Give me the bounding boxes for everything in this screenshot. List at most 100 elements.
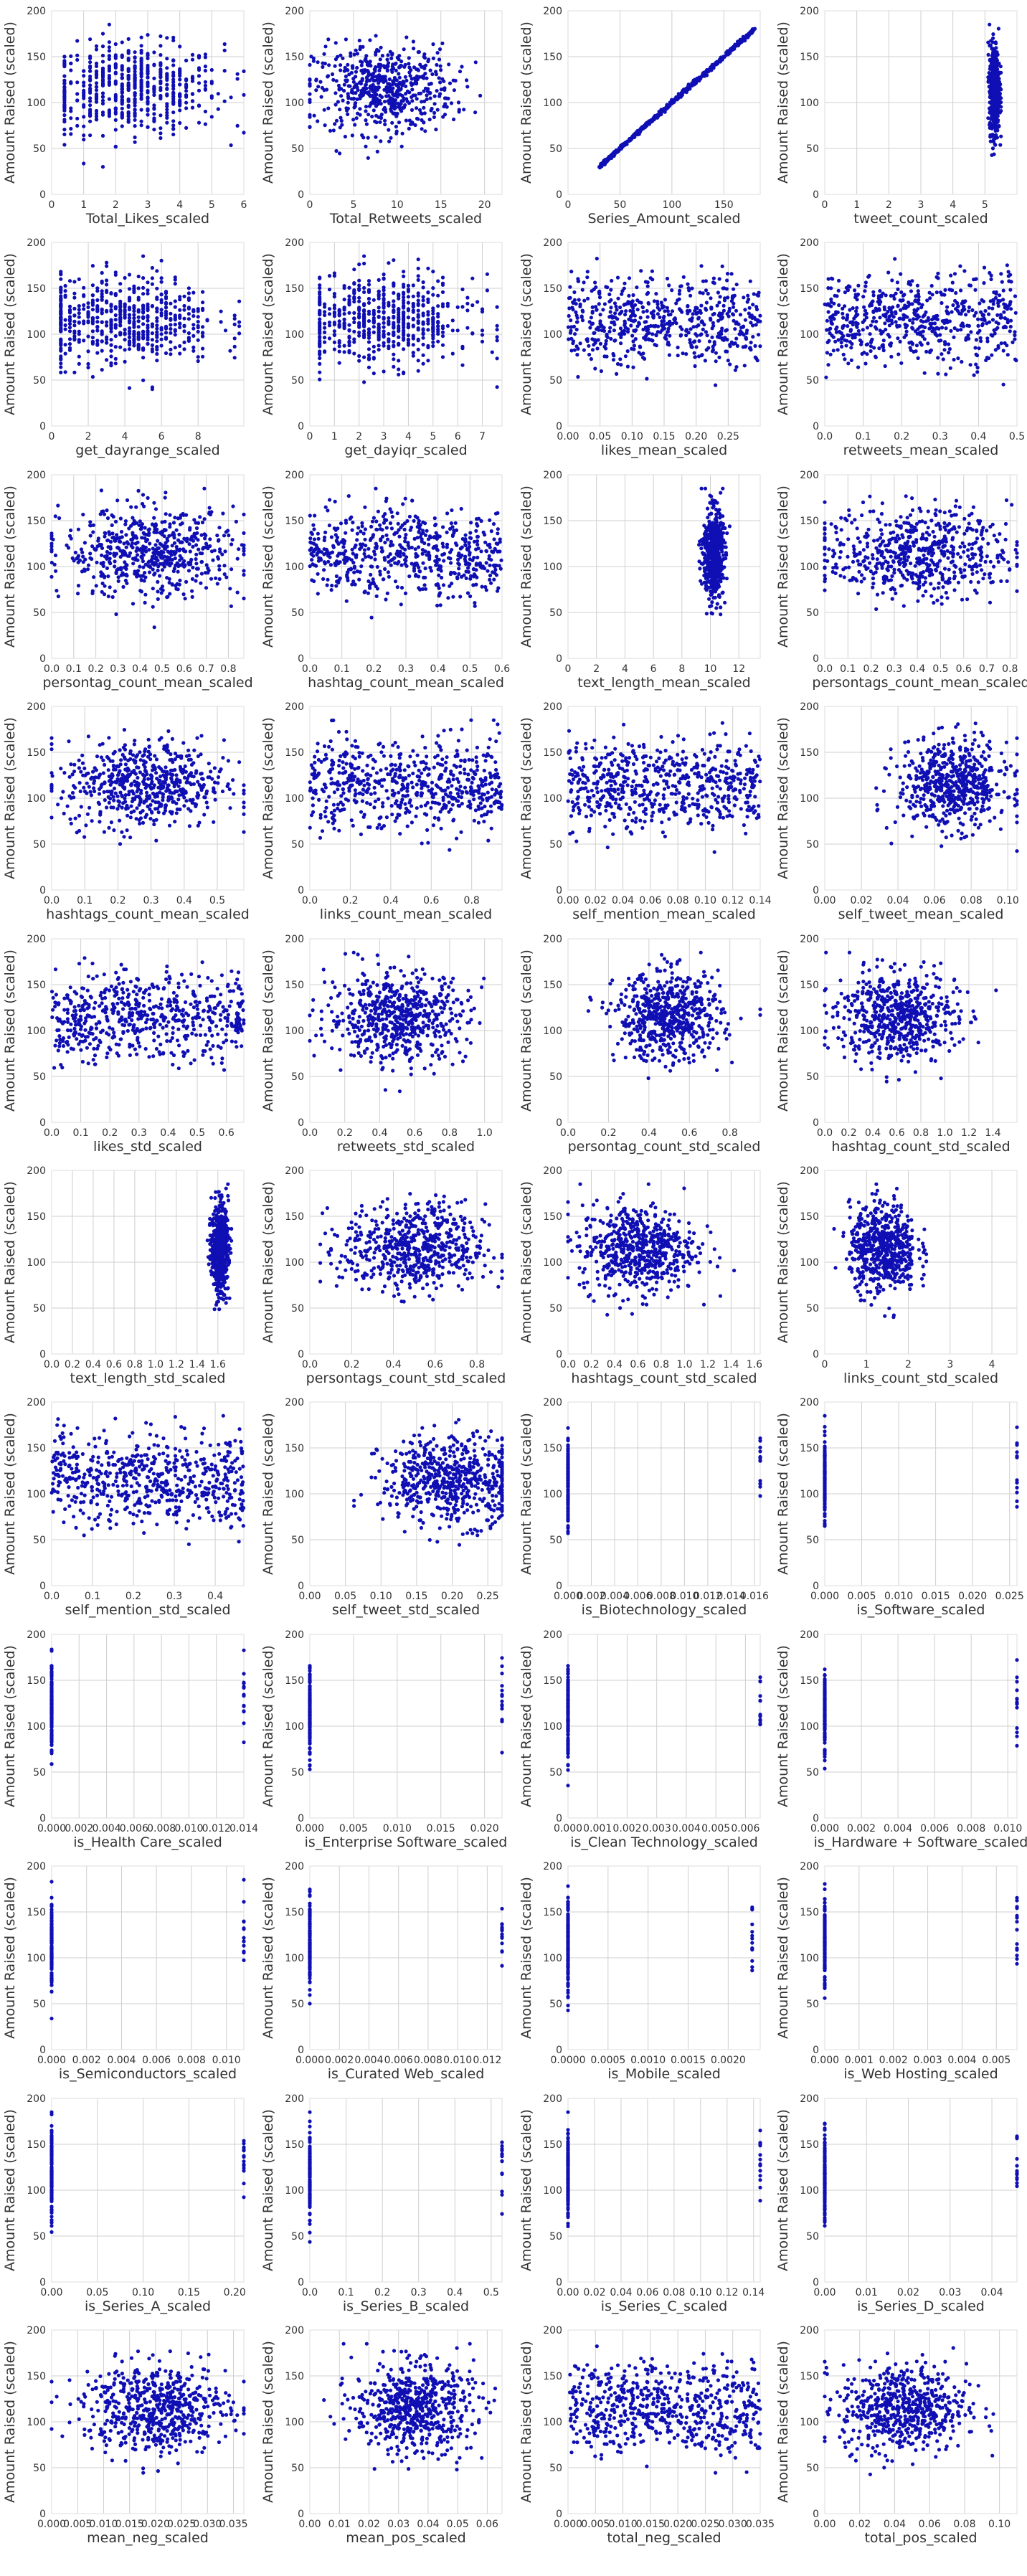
data-point (323, 349, 327, 354)
data-point (421, 298, 425, 303)
y-tick-label: 150 (543, 52, 562, 63)
data-point (394, 131, 399, 136)
data-point (848, 328, 853, 332)
data-point (438, 80, 442, 85)
data-point (944, 372, 948, 377)
y-tick-label: 200 (543, 6, 562, 17)
data-point (146, 308, 150, 313)
data-point (612, 320, 616, 325)
data-point (411, 354, 415, 359)
data-point (371, 325, 376, 329)
data-point (95, 316, 100, 320)
data-point (983, 309, 988, 313)
data-point (382, 298, 386, 303)
data-point (377, 278, 381, 283)
data-point (699, 333, 703, 338)
data-point (752, 292, 756, 296)
data-point (343, 134, 347, 139)
data-point (77, 362, 81, 366)
data-point (992, 152, 996, 156)
data-point (341, 98, 345, 103)
data-point (826, 286, 830, 290)
data-point (352, 311, 356, 316)
data-point (158, 79, 163, 83)
data-point (709, 318, 713, 322)
data-point (132, 341, 136, 345)
data-point (392, 331, 396, 336)
data-point (113, 345, 118, 349)
data-point (94, 47, 99, 52)
data-point (595, 257, 599, 261)
data-point (406, 290, 410, 294)
data-point (357, 262, 361, 267)
data-point (429, 82, 433, 86)
data-point (171, 90, 176, 95)
data-point (113, 42, 118, 47)
data-point (165, 108, 169, 112)
data-point (133, 50, 137, 55)
data-point (191, 326, 196, 331)
data-point (440, 331, 445, 335)
data-point (146, 82, 150, 86)
data-point (182, 324, 186, 328)
data-point (158, 136, 163, 141)
data-point (480, 307, 485, 312)
data-point (237, 331, 242, 336)
data-point (402, 306, 406, 311)
data-point (366, 354, 371, 358)
data-point (146, 323, 150, 328)
data-point (369, 102, 373, 106)
data-point (371, 313, 376, 317)
data-point (980, 313, 985, 318)
data-point (349, 54, 353, 58)
data-point (72, 323, 77, 328)
data-point (389, 104, 394, 108)
data-point (593, 341, 597, 346)
data-point (318, 344, 322, 349)
data-point (397, 324, 401, 328)
data-point (478, 93, 483, 98)
data-point (975, 366, 980, 370)
data-point (622, 303, 626, 308)
data-point (348, 84, 352, 88)
data-point (861, 328, 865, 332)
data-point (950, 310, 954, 314)
data-point (406, 343, 410, 347)
data-point (113, 110, 118, 114)
data-point (178, 316, 182, 321)
data-point (427, 118, 432, 122)
data-point (403, 62, 407, 67)
data-point (826, 302, 830, 306)
data-point (82, 124, 86, 128)
data-point (988, 139, 993, 143)
data-point (396, 101, 400, 105)
data-point (968, 363, 972, 367)
data-point (841, 312, 845, 316)
data-point (921, 329, 925, 334)
data-point (371, 75, 376, 79)
data-point (127, 386, 132, 391)
data-point (686, 84, 691, 88)
data-point (628, 315, 633, 319)
data-point (397, 342, 401, 346)
data-point (861, 295, 866, 299)
data-point (426, 322, 430, 326)
data-point (717, 277, 721, 281)
data-point (229, 95, 233, 100)
data-point (69, 80, 73, 85)
data-point (977, 346, 981, 351)
data-point (886, 333, 890, 337)
x-tick-label: 2 (85, 431, 92, 442)
data-point (656, 300, 660, 304)
data-point (914, 300, 919, 304)
data-point (100, 81, 105, 85)
data-point (890, 278, 894, 283)
data-point (178, 313, 182, 318)
data-point (209, 115, 214, 119)
data-point (991, 32, 995, 37)
data-point (118, 323, 123, 328)
data-point (371, 82, 375, 87)
data-point (141, 379, 146, 383)
data-point (633, 337, 638, 341)
